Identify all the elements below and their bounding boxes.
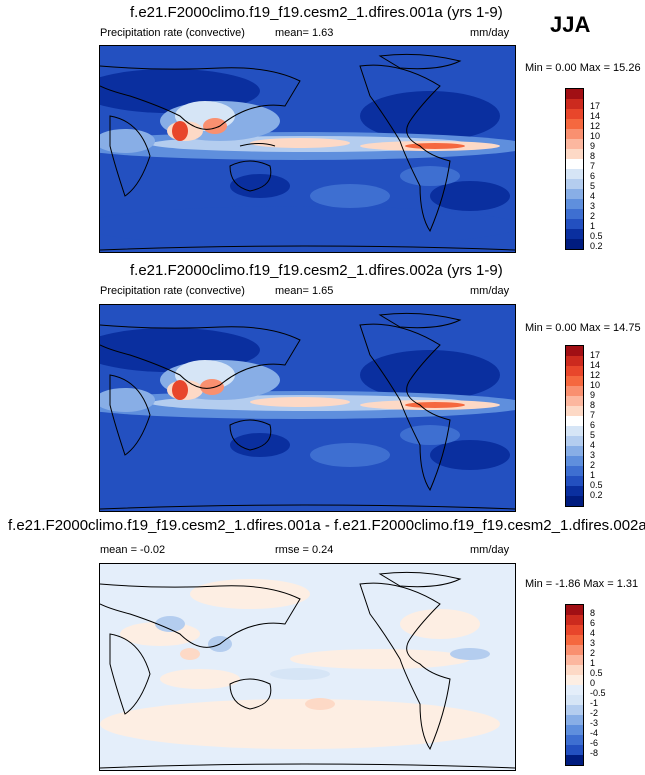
panel3-rmse-label: rmse = 0.24 (275, 544, 334, 556)
panel2-colorbar (565, 345, 584, 507)
panel1-colorbar-label: 4 (590, 191, 596, 201)
panel3-colorbar-label: 8 (590, 608, 596, 618)
panel3-map (99, 563, 516, 771)
panel3-difference-field (100, 564, 515, 770)
panel2-colorbar-label: 6 (590, 420, 596, 430)
panel1-colorbar-label: 1 (590, 221, 596, 231)
panel2-variable-label: Precipitation rate (convective) (100, 285, 245, 297)
panel3-colorbar-label: -1 (590, 698, 599, 708)
panel3-colorbar-label: 0 (590, 678, 596, 688)
panel3-colorbar-label: -2 (590, 708, 599, 718)
panel1-variable-label: Precipitation rate (convective) (100, 27, 245, 39)
panel2-colorbar-label: 7 (590, 410, 596, 420)
panel3-colorbar-label: 4 (590, 628, 596, 638)
panel2-colorbar-label: 14 (590, 360, 601, 370)
panel3-minmax-label: Min = -1.86 Max = 1.31 (525, 578, 639, 590)
panel2-minmax-label: Min = 0.00 Max = 14.75 (525, 322, 641, 334)
panel1-units-label: mm/day (470, 27, 510, 39)
panel2-precip-field (100, 305, 515, 511)
panel1-colorbar-label: 6 (590, 171, 596, 181)
panel1-colorbar-label: 7 (590, 161, 596, 171)
panel3-colorbar-label: -3 (590, 718, 599, 728)
panel3-title: f.e21.F2000climo.f19_f19.cesm2_1.dfires.… (8, 517, 645, 534)
panel3-colorbar-label: 2 (590, 648, 596, 658)
panel1-colorbar-label: 5 (590, 181, 596, 191)
panel3-colorbar-label: -6 (590, 738, 599, 748)
panel2-colorbar-label: 1 (590, 470, 596, 480)
panel1-colorbar-label: 2 (590, 211, 596, 221)
panel3-colorbar-label: 3 (590, 638, 596, 648)
panel2-colorbar-label: 8 (590, 400, 596, 410)
panel1-colorbar-label: 3 (590, 201, 596, 211)
panel2-colorbar-label: 10 (590, 380, 601, 390)
panel2-colorbar-label: 2 (590, 460, 596, 470)
panel3-colorbar-label: -8 (590, 748, 599, 758)
season-label: JJA (550, 12, 591, 37)
panel1-title: f.e21.F2000climo.f19_f19.cesm2_1.dfires.… (130, 4, 503, 21)
panel3-colorbar-label: 0.5 (590, 668, 603, 678)
panel1-colorbar (565, 88, 584, 250)
panel2-map (99, 304, 516, 512)
panel1-colorbar-label: 8 (590, 151, 596, 161)
panel1-colorbar-label: 0.2 (590, 241, 603, 251)
panel1-map (99, 45, 516, 253)
panel1-colorbar-label: 10 (590, 131, 601, 141)
panel1-mean-label: mean= 1.63 (275, 27, 334, 39)
panel3-colorbar-label: 6 (590, 618, 596, 628)
panel3-colorbar (565, 604, 584, 766)
panel2-mean-label: mean= 1.65 (275, 285, 334, 297)
panel3-units-label: mm/day (470, 544, 510, 556)
panel1-minmax-label: Min = 0.00 Max = 15.26 (525, 62, 641, 74)
panel1-colorbar-label: 0.5 (590, 231, 603, 241)
panel1-precip-field (100, 46, 515, 252)
panel1-colorbar-label: 12 (590, 121, 601, 131)
panel3-colorbar-label: -0.5 (590, 688, 606, 698)
panel2-colorbar-label: 17 (590, 350, 601, 360)
panel3-mean-label: mean = -0.02 (100, 544, 166, 556)
panel1-colorbar-label: 17 (590, 101, 601, 111)
panel1-colorbar-label: 14 (590, 111, 601, 121)
panel2-colorbar-label: 4 (590, 440, 596, 450)
panel3-colorbar-label: -4 (590, 728, 599, 738)
panel1-colorbar-label: 9 (590, 141, 596, 151)
panel2-colorbar-label: 5 (590, 430, 596, 440)
panel2-units-label: mm/day (470, 285, 510, 297)
panel3-colorbar-label: 1 (590, 658, 596, 668)
panel2-colorbar-label: 9 (590, 390, 596, 400)
panel2-title: f.e21.F2000climo.f19_f19.cesm2_1.dfires.… (130, 262, 503, 279)
panel2-colorbar-label: 0.5 (590, 480, 603, 490)
panel2-colorbar-label: 0.2 (590, 490, 603, 500)
panel2-colorbar-label: 3 (590, 450, 596, 460)
panel2-colorbar-label: 12 (590, 370, 601, 380)
